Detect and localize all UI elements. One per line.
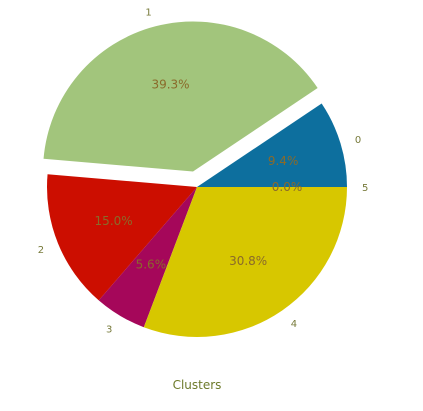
slice-category-label-1: 1 <box>145 8 151 19</box>
slice-percent-label-0: 9.4% <box>268 154 299 168</box>
slice-percent-label-1: 39.3% <box>151 77 189 91</box>
slice-percent-label-2: 15.0% <box>95 214 133 228</box>
chart-title: Clusters <box>173 378 222 392</box>
slice-category-label-2: 2 <box>38 245 44 256</box>
slice-category-label-5: 5 <box>362 183 368 194</box>
slice-percent-label-4: 30.8% <box>229 254 267 268</box>
slice-category-label-0: 0 <box>355 135 361 146</box>
slice-percent-label-5: 0.0% <box>272 180 303 194</box>
slice-category-label-3: 3 <box>106 325 112 336</box>
slice-category-label-4: 4 <box>291 319 297 330</box>
slice-percent-label-3: 5.6% <box>136 257 167 271</box>
